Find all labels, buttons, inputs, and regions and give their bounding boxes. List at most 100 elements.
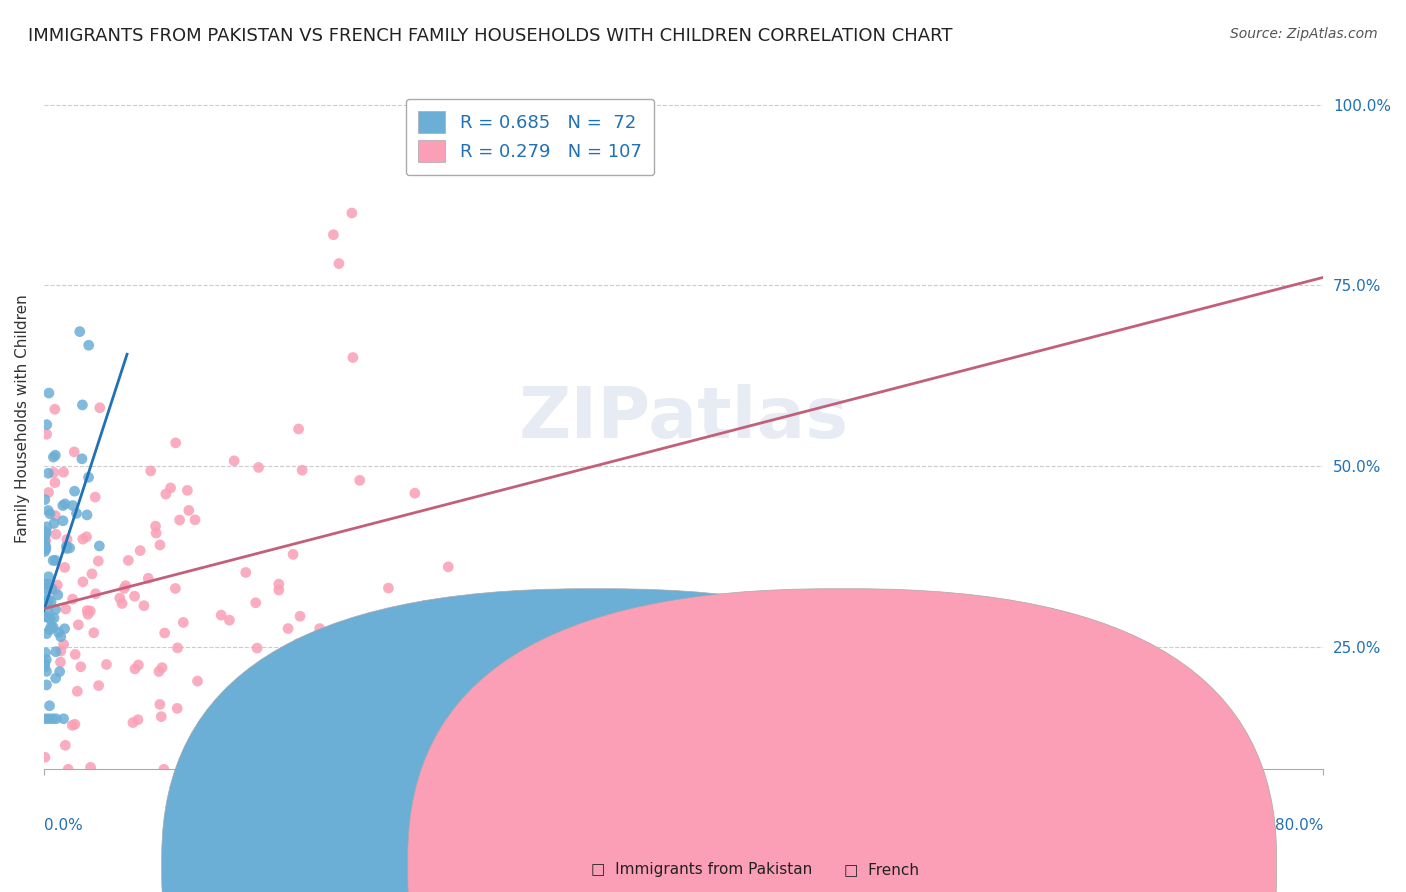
Point (35, 417, 58, 432)
Point (42, 466, 65, 480)
Point (108, 591, 131, 606)
Point (328, 257, 350, 271)
Point (139, 464, 162, 478)
Point (172, 615, 194, 630)
Point (62, 592, 84, 607)
Text: IMMIGRANTS FROM PAKISTAN VS FRENCH FAMILY HOUSEHOLDS WITH CHILDREN CORRELATION C: IMMIGRANTS FROM PAKISTAN VS FRENCH FAMIL… (28, 27, 953, 45)
Point (176, 483, 198, 498)
Point (35, 427, 58, 442)
Point (53, 739, 76, 753)
Point (34, 750, 56, 764)
Point (69, 325, 91, 339)
Point (44, 508, 66, 523)
Point (79, 760, 101, 774)
Point (37, 577, 59, 591)
Point (153, 626, 176, 640)
Point (166, 640, 188, 655)
Point (55, 541, 77, 556)
Point (35, 653, 58, 667)
Point (41, 712, 63, 726)
Point (377, 581, 399, 595)
Point (132, 599, 155, 613)
Point (37, 503, 59, 517)
Point (34, 646, 56, 660)
FancyBboxPatch shape (408, 589, 1277, 892)
Point (277, 622, 299, 636)
Point (202, 736, 225, 750)
Point (58, 762, 80, 776)
Point (34, 578, 56, 592)
Point (56, 533, 79, 547)
Point (59, 541, 82, 555)
Point (60, 718, 83, 732)
Point (127, 657, 149, 672)
Point (165, 435, 187, 450)
Point (267, 577, 290, 591)
Point (34, 660, 56, 674)
Point (291, 463, 314, 477)
Point (37, 467, 59, 481)
Point (35, 626, 58, 640)
Point (224, 454, 246, 468)
Point (245, 596, 267, 610)
Point (165, 582, 187, 596)
Point (49, 655, 72, 669)
Point (72, 398, 94, 412)
Point (45, 527, 67, 541)
Point (67, 617, 90, 632)
Point (129, 543, 152, 558)
Point (41, 582, 63, 596)
Point (87, 554, 110, 568)
Point (122, 715, 145, 730)
Point (39, 595, 62, 609)
Point (79, 604, 101, 618)
Point (52, 514, 75, 528)
Point (38, 623, 60, 637)
Point (69, 659, 91, 673)
Text: ZIPatlas: ZIPatlas (519, 384, 849, 453)
Point (153, 762, 176, 776)
Point (77, 470, 100, 484)
Point (42, 611, 65, 625)
Point (145, 519, 167, 533)
Point (63, 484, 86, 499)
Point (35, 542, 58, 557)
Point (114, 579, 136, 593)
Point (413, 599, 436, 613)
Point (38, 386, 60, 401)
Point (72, 574, 94, 589)
Point (55, 539, 77, 553)
Point (37, 603, 59, 617)
Point (34, 589, 56, 603)
Point (340, 206, 363, 220)
Point (38, 712, 60, 726)
Point (76, 530, 98, 544)
Point (44, 475, 66, 490)
Point (281, 547, 304, 561)
Point (35, 610, 58, 624)
Point (287, 422, 309, 436)
Point (124, 589, 146, 603)
Point (49, 644, 72, 658)
Point (159, 481, 181, 495)
Point (287, 636, 309, 650)
Point (35, 525, 58, 540)
Point (44, 448, 66, 462)
Point (308, 622, 330, 636)
Point (42, 553, 65, 567)
Point (246, 641, 269, 656)
Point (117, 553, 139, 567)
Point (52, 465, 75, 479)
Point (112, 582, 135, 596)
Point (148, 665, 170, 679)
Point (177, 503, 200, 517)
Point (83, 625, 105, 640)
Point (45, 645, 67, 659)
Point (46, 578, 69, 592)
Point (44, 402, 66, 417)
Point (404, 486, 426, 500)
Point (150, 660, 173, 674)
Point (218, 613, 240, 627)
Point (48, 665, 70, 679)
Point (52, 712, 75, 726)
